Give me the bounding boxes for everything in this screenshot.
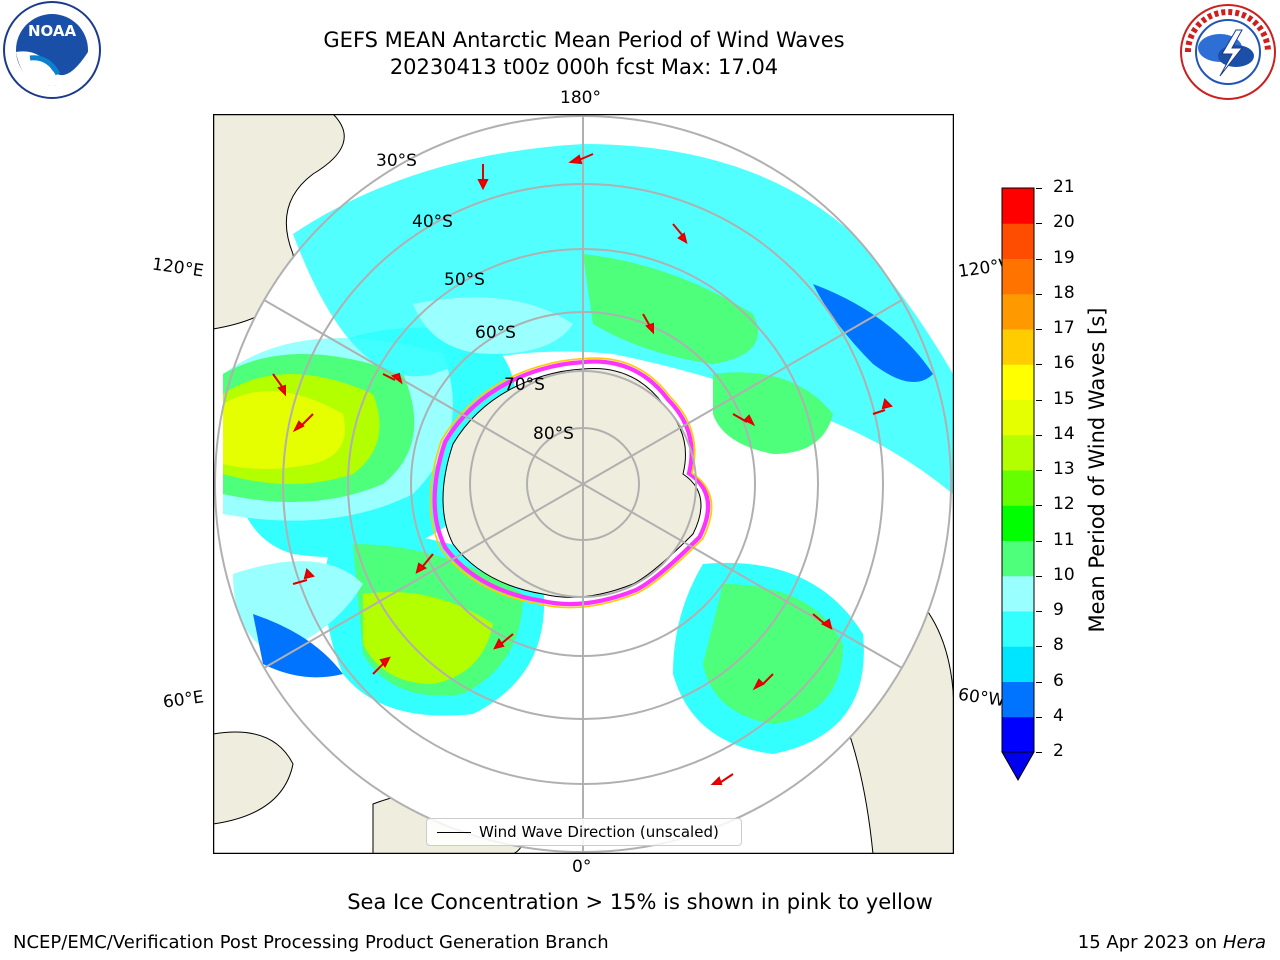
colorbar-cell [1002,540,1034,577]
colorbar-cell [1002,399,1034,436]
colorbar-tick-mark [1036,752,1042,753]
noaa-logo-text: NOAA [28,22,77,40]
colorbar-tick-label: 19 [1053,247,1075,268]
colorbar-tick-mark [1036,223,1042,225]
map-subtitle: 20230413 t00z 000h fcst Max: 17.04 [389,55,779,79]
colorbar-tick-label: 21 [1053,177,1075,197]
map-title: GEFS MEAN Antarctic Mean Period of Wind … [323,28,845,52]
antarctica-land [442,367,702,598]
colorbar-tick-mark [1036,716,1042,718]
wave-period-field [223,144,953,754]
colorbar-cell [1002,646,1034,682]
colorbar-tick-label: 10 [1053,564,1075,585]
colorbar-tick-mark [1036,540,1042,542]
colorbar-tick-label: 9 [1053,600,1064,620]
map-legend: Wind Wave Direction (unscaled) [426,818,742,846]
colorbar-cell [1002,364,1034,400]
colorbar-tick-label: 15 [1053,388,1075,409]
colorbar-tick-label: 4 [1053,705,1064,726]
wind-wave-arrows [272,153,893,785]
colorbar-tick-mark [1036,399,1042,401]
footer-date-text: 15 Apr 2023 on [1077,932,1223,953]
lon-label-120e: 120°E [150,254,205,282]
lon-label-180: 180° [560,88,601,108]
colorbar-cell [1002,681,1034,718]
lon-label-60w: 60°W [956,684,1007,712]
colorbar [1001,187,1035,782]
colorbar-tick-mark [1036,329,1042,330]
colorbar-tick-mark [1036,188,1042,189]
colorbar-cell [1002,716,1034,753]
colorbar-outline [1001,187,1035,753]
colorbar-title: Mean Period of Wind Waves [s] [1085,307,1109,633]
colorbar-tick-mark [1036,434,1042,436]
colorbar-tick-mark [1036,258,1042,260]
sea-ice-edge-outer [429,357,713,609]
colorbar-tick-mark [1036,646,1042,648]
colorbar-tick-mark [1036,364,1042,366]
lat-label-60s: 60°S [475,323,516,343]
lat-label-30s: 30°S [376,151,417,171]
colorbar-cell [1002,575,1034,612]
colorbar-tick-label: 2 [1053,741,1064,761]
colorbar-tick-mark [1036,505,1042,507]
map-border [213,114,954,854]
sea-ice-edge [432,359,711,607]
footer-credit: NCEP/EMC/Verification Post Processing Pr… [13,932,609,953]
colorbar-cell [1002,188,1034,224]
colorbar-tick-label: 17 [1053,318,1075,338]
colorbar-cell [1002,505,1034,541]
sea-ice-caption: Sea Ice Concentration > 15% is shown in … [347,890,933,914]
lat-label-80s: 80°S [533,424,574,444]
polar-map [213,114,954,854]
colorbar-tick-label: 12 [1053,494,1075,515]
nws-logo [1180,4,1276,100]
colorbar-cell [1002,434,1034,471]
colorbar-tick-mark [1036,293,1042,295]
legend-label: Wind Wave Direction (unscaled) [479,823,719,841]
colorbar-tick-label: 8 [1053,635,1064,656]
colorbar-tick-label: 18 [1053,282,1075,303]
colorbar-cell [1002,223,1034,259]
lon-label-0: 0° [572,857,592,877]
footer-date: 15 Apr 2023 on Hera [1078,932,1266,953]
lat-label-70s: 70°S [504,375,545,395]
footer-machine: Hera [1222,932,1266,953]
colorbar-cells [1002,188,1034,753]
colorbar-tick-label: 11 [1053,529,1075,550]
colorbar-extend-triangle [1001,751,1035,782]
lat-label-50s: 50°S [444,270,485,290]
colorbar-cell [1002,293,1034,330]
madagascar-land [213,731,294,825]
legend-line-swatch [437,831,471,833]
colorbar-tick-mark [1036,681,1042,683]
colorbar-tick-label: 20 [1053,212,1075,233]
lat-label-40s: 40°S [412,212,453,232]
colorbar-cell [1002,611,1034,647]
lon-label-60e: 60°E [161,687,206,713]
meridians [263,116,903,852]
colorbar-tick-mark [1036,611,1042,612]
colorbar-tick-mark [1036,575,1042,577]
colorbar-tick-label: 13 [1053,459,1075,479]
noaa-logo: NOAA [3,1,101,99]
colorbar-cell [1002,329,1034,365]
colorbar-tick-label: 16 [1053,353,1075,374]
colorbar-tick-label: 6 [1053,670,1064,691]
colorbar-tick-mark [1036,470,1042,471]
colorbar-tick-label: 14 [1053,423,1075,444]
colorbar-cell [1002,470,1034,506]
colorbar-cell [1002,258,1034,295]
